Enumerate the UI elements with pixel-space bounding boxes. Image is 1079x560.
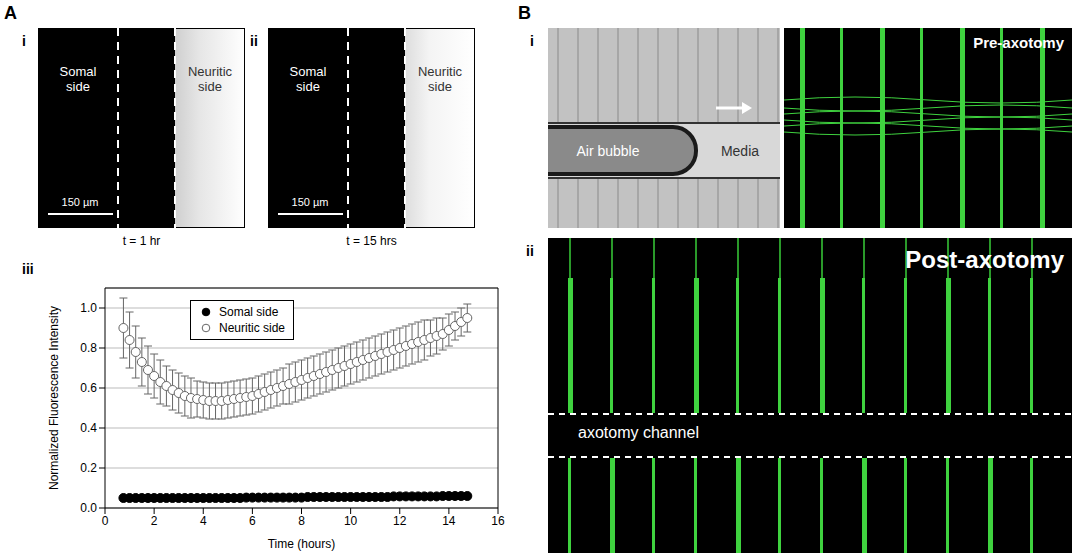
html-text:A: A: [4, 3, 17, 23]
svg-text:Pre-axotomy: Pre-axotomy: [973, 34, 1065, 51]
svg-text:Neuriticside: Neuriticside: [188, 64, 233, 94]
svg-text:14: 14: [442, 514, 456, 528]
svg-text:0.8: 0.8: [80, 341, 97, 355]
svg-text:0.4: 0.4: [80, 421, 97, 435]
html-text:i: i: [530, 33, 534, 49]
svg-text:Somalside: Somalside: [290, 64, 327, 94]
html-text:t = 1 hr: t = 1 hr: [122, 234, 161, 248]
svg-text:Time (hours): Time (hours): [268, 537, 336, 551]
svg-text:2: 2: [151, 514, 158, 528]
svg-text:4: 4: [200, 514, 207, 528]
svg-text:8: 8: [298, 514, 305, 528]
svg-text:Neuriticside: Neuriticside: [418, 64, 463, 94]
html-text:i: i: [22, 33, 26, 49]
html-text:ii: ii: [526, 243, 534, 259]
svg-text:12: 12: [393, 514, 407, 528]
svg-text:0.0: 0.0: [80, 501, 97, 515]
svg-text:Normalized Fluorescence Intens: Normalized Fluorescence Intensity: [47, 306, 61, 490]
svg-text:6: 6: [249, 514, 256, 528]
html-text:iii: iii: [22, 261, 34, 277]
html-text:Somal side: Somal side: [219, 305, 279, 319]
svg-text:16: 16: [491, 514, 505, 528]
html-text:B: B: [518, 3, 531, 23]
svg-text:axotomy channel: axotomy channel: [578, 424, 699, 441]
svg-text:150 µm: 150 µm: [292, 196, 329, 208]
svg-text:10: 10: [344, 514, 358, 528]
svg-text:Air bubble: Air bubble: [576, 143, 639, 159]
svg-text:0: 0: [102, 514, 109, 528]
svg-text:0.2: 0.2: [80, 461, 97, 475]
svg-text:Post-axotomy: Post-axotomy: [905, 246, 1064, 273]
svg-text:Somalside: Somalside: [60, 64, 97, 94]
svg-text:1.0: 1.0: [80, 301, 97, 315]
svg-text:0.6: 0.6: [80, 381, 97, 395]
html-text:t = 15 hrs: t = 15 hrs: [346, 234, 397, 248]
html-text:ii: ii: [250, 33, 258, 49]
html-text:Neuritic side: Neuritic side: [219, 321, 285, 335]
svg-text:150 µm: 150 µm: [62, 196, 99, 208]
svg-text:Media: Media: [721, 143, 759, 159]
